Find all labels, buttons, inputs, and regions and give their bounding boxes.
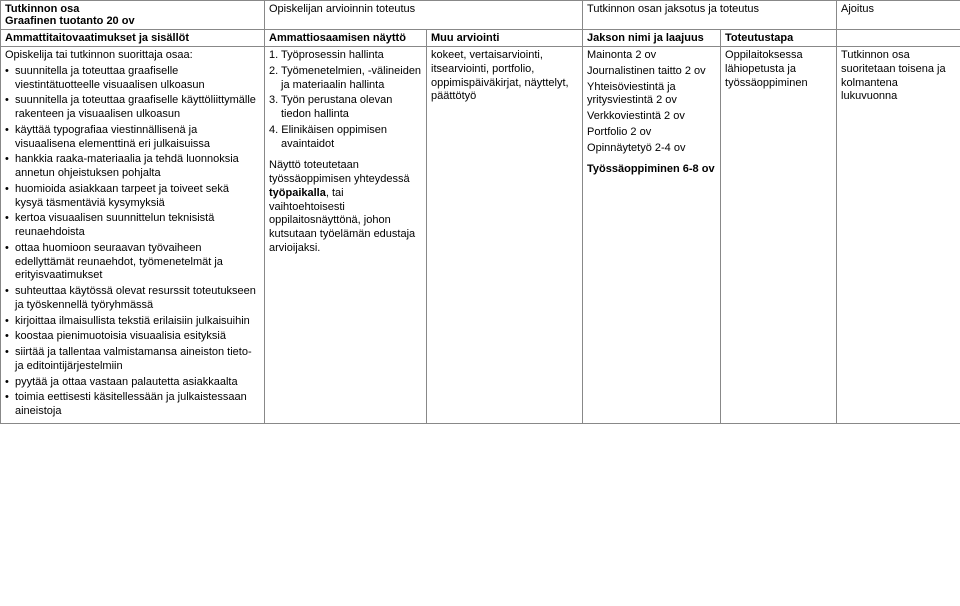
body-col5: Oppilaitoksessa lähiopetusta ja työssäop… bbox=[721, 47, 837, 424]
subheader-c3: Muu arviointi bbox=[427, 30, 583, 47]
header-col4: Ajoitus bbox=[837, 1, 960, 30]
subheader-c5: Toteutustapa bbox=[721, 30, 837, 47]
list-item: pyytää ja ottaa vastaan palautetta asiak… bbox=[5, 376, 260, 390]
list-item: 1. Työprosessin hallinta bbox=[269, 49, 422, 63]
list-item: Yhteisöviestintä ja yritysviestintä 2 ov bbox=[587, 81, 716, 109]
col1-intro: Opiskelija tai tutkinnon suorittaja osaa… bbox=[5, 49, 260, 63]
col2-paragraph: Näyttö toteutetaan työssäoppimisen yhtey… bbox=[269, 159, 422, 255]
list-item: siirtää ja tallentaa valmistamansa ainei… bbox=[5, 346, 260, 374]
header-col3: Tutkinnon osan jaksotus ja toteutus bbox=[583, 1, 837, 30]
list-item: huomioida asiakkaan tarpeet ja toiveet s… bbox=[5, 183, 260, 211]
list-item: kertoa visuaalisen suunnittelun teknisis… bbox=[5, 212, 260, 240]
subheader-c4: Jakson nimi ja laajuus bbox=[583, 30, 721, 47]
list-item: Portfolio 2 ov bbox=[587, 126, 716, 140]
list-item: Opinnäytetyö 2-4 ov bbox=[587, 142, 716, 156]
col5-text: Oppilaitoksessa lähiopetusta ja työssäop… bbox=[725, 49, 832, 90]
col2-numbered-list: 1. Työprosessin hallinta 2. Työmenetelmie… bbox=[269, 49, 422, 151]
body-col2: 1. Työprosessin hallinta 2. Työmenetelmie… bbox=[265, 47, 427, 424]
col1-bullets: suunnitella ja toteuttaa graafiselle vie… bbox=[5, 65, 260, 419]
col6-text: Tutkinnon osa suoritetaan toisena ja kol… bbox=[841, 49, 956, 104]
header-col1: Tutkinnon osa Graafinen tuotanto 20 ov bbox=[1, 1, 265, 30]
header-col3-text: Tutkinnon osan jaksotus ja toteutus bbox=[587, 3, 759, 15]
header-title-line1: Tutkinnon osa bbox=[5, 3, 260, 15]
subheader-c1: Ammattitaitovaatimukset ja sisällöt bbox=[1, 30, 265, 47]
list-item: 3. Työn perustana olevan tiedon hallinta bbox=[269, 94, 422, 122]
list-item: Journalistinen taitto 2 ov bbox=[587, 65, 716, 79]
list-item: koostaa pienimuotoisia visuaalisia esity… bbox=[5, 330, 260, 344]
header-col2-text: Opiskelijan arvioinnin toteutus bbox=[269, 3, 415, 15]
list-item: Verkkoviestintä 2 ov bbox=[587, 110, 716, 124]
body-col6: Tutkinnon osa suoritetaan toisena ja kol… bbox=[837, 47, 960, 424]
list-item: suhteuttaa käytössä olevat resurssit tot… bbox=[5, 285, 260, 313]
list-item: Mainonta 2 ov bbox=[587, 49, 716, 63]
header-title-line2: Graafinen tuotanto 20 ov bbox=[5, 15, 260, 27]
header-col2: Opiskelijan arvioinnin toteutus bbox=[265, 1, 583, 30]
list-item: suunnitella ja toteuttaa graafiselle käy… bbox=[5, 94, 260, 122]
list-item: kirjoittaa ilmaisullista tekstiä erilais… bbox=[5, 315, 260, 329]
list-item: 4. Elinikäisen oppimisen avaintaidot bbox=[269, 124, 422, 152]
list-item: suunnitella ja toteuttaa graafiselle vie… bbox=[5, 65, 260, 93]
body-col4: Mainonta 2 ov Journalistinen taitto 2 ov Y… bbox=[583, 47, 721, 424]
body-col1: Opiskelija tai tutkinnon suorittaja osaa… bbox=[1, 47, 265, 424]
col4-bold: Työssäoppiminen 6-8 ov bbox=[587, 163, 716, 177]
header-col4-text: Ajoitus bbox=[841, 3, 874, 15]
list-item: hankkia raaka-materiaalia ja tehdä luonn… bbox=[5, 153, 260, 181]
list-item: toimia eettisesti käsitellessään ja julk… bbox=[5, 391, 260, 419]
subheader-c6 bbox=[837, 30, 960, 47]
col3-text: kokeet, vertaisarviointi, itsearviointi,… bbox=[431, 49, 578, 104]
list-item: ottaa huomioon seuraavan työvaiheen edel… bbox=[5, 242, 260, 283]
list-item: käyttää typografiaa viestinnällisenä ja … bbox=[5, 124, 260, 152]
body-col3: kokeet, vertaisarviointi, itsearviointi,… bbox=[427, 47, 583, 424]
subheader-c2: Ammattiosaamisen näyttö bbox=[265, 30, 427, 47]
list-item: 2. Työmenetelmien, -välineiden ja materi… bbox=[269, 65, 422, 93]
col4-lines: Mainonta 2 ov Journalistinen taitto 2 ov Y… bbox=[587, 49, 716, 155]
